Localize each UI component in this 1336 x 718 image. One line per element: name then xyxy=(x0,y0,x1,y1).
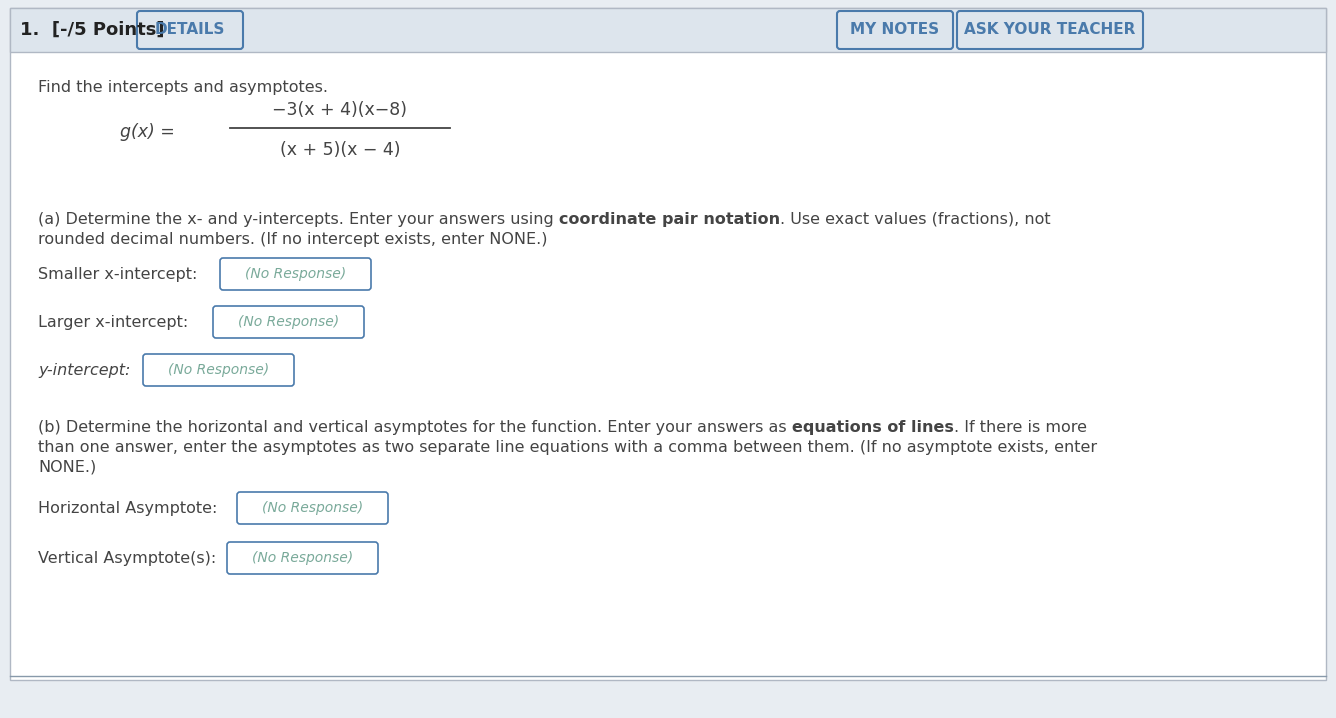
FancyBboxPatch shape xyxy=(836,11,953,49)
FancyBboxPatch shape xyxy=(957,11,1144,49)
Text: Find the intercepts and asymptotes.: Find the intercepts and asymptotes. xyxy=(37,80,329,95)
FancyBboxPatch shape xyxy=(236,492,387,524)
Text: (No Response): (No Response) xyxy=(168,363,269,377)
Text: (No Response): (No Response) xyxy=(238,315,339,329)
Text: Vertical Asymptote(s):: Vertical Asymptote(s): xyxy=(37,551,216,566)
Text: DETAILS: DETAILS xyxy=(155,22,226,37)
Text: (b) Determine the horizontal and vertical asymptotes for the function. Enter you: (b) Determine the horizontal and vertica… xyxy=(37,420,792,435)
Text: Horizontal Asymptote:: Horizontal Asymptote: xyxy=(37,500,218,516)
Text: y-intercept:: y-intercept: xyxy=(37,363,131,378)
Text: −3(x + 4)(x−8): −3(x + 4)(x−8) xyxy=(273,101,407,119)
Text: 1.  [-/5 Points]: 1. [-/5 Points] xyxy=(20,21,164,39)
Text: MY NOTES: MY NOTES xyxy=(851,22,939,37)
Text: rounded decimal numbers. (If no intercept exists, enter NONE.): rounded decimal numbers. (If no intercep… xyxy=(37,232,548,247)
Text: (No Response): (No Response) xyxy=(262,501,363,515)
Text: equations of lines: equations of lines xyxy=(792,420,954,435)
Text: Smaller x-intercept:: Smaller x-intercept: xyxy=(37,266,198,281)
FancyBboxPatch shape xyxy=(143,354,294,386)
Bar xyxy=(9,8,1327,52)
Text: (x + 5)(x − 4): (x + 5)(x − 4) xyxy=(279,141,401,159)
Text: . If there is more: . If there is more xyxy=(954,420,1086,435)
Text: NONE.): NONE.) xyxy=(37,460,96,475)
Text: (a) Determine the x- and y-intercepts. Enter your answers using: (a) Determine the x- and y-intercepts. E… xyxy=(37,212,558,227)
FancyBboxPatch shape xyxy=(227,542,378,574)
Text: ASK YOUR TEACHER: ASK YOUR TEACHER xyxy=(965,22,1136,37)
Text: (No Response): (No Response) xyxy=(244,267,346,281)
FancyBboxPatch shape xyxy=(212,306,363,338)
Text: Larger x-intercept:: Larger x-intercept: xyxy=(37,314,188,330)
Text: . Use exact values (fractions), not: . Use exact values (fractions), not xyxy=(780,212,1050,227)
FancyBboxPatch shape xyxy=(138,11,243,49)
Text: than one answer, enter the asymptotes as two separate line equations with a comm: than one answer, enter the asymptotes as… xyxy=(37,440,1097,455)
Text: coordinate pair notation: coordinate pair notation xyxy=(558,212,780,227)
FancyBboxPatch shape xyxy=(220,258,371,290)
Text: (No Response): (No Response) xyxy=(253,551,353,565)
Text: g(x) =: g(x) = xyxy=(120,123,175,141)
